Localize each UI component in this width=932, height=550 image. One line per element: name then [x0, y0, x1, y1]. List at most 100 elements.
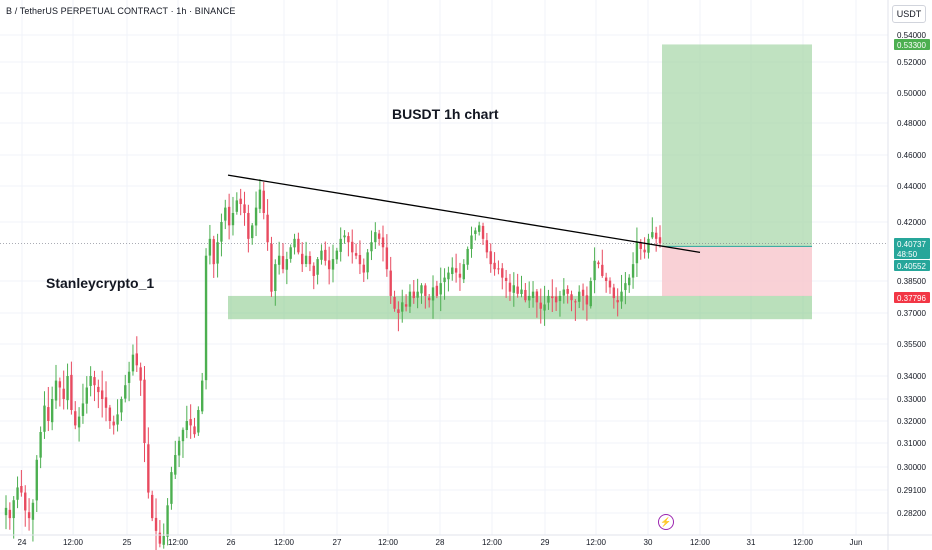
candle-body[interactable] — [35, 459, 38, 501]
candle-body[interactable] — [431, 287, 435, 301]
candle-body[interactable] — [358, 255, 362, 265]
candle-body[interactable] — [204, 255, 208, 381]
candle-body[interactable] — [485, 240, 489, 253]
candle-body[interactable] — [354, 253, 358, 256]
candle-body[interactable] — [158, 532, 162, 544]
candle-body[interactable] — [389, 270, 392, 296]
candle-body[interactable] — [116, 414, 119, 425]
candle-body[interactable] — [528, 295, 531, 301]
candle-body[interactable] — [85, 387, 88, 404]
candle-body[interactable] — [189, 419, 192, 426]
candle-body[interactable] — [162, 536, 165, 545]
candle-body[interactable] — [247, 212, 250, 239]
candle-body[interactable] — [393, 297, 396, 309]
candle-body[interactable] — [24, 492, 27, 511]
candle-body[interactable] — [74, 411, 77, 426]
candle-body[interactable] — [658, 237, 662, 244]
candle-body[interactable] — [581, 289, 585, 296]
candle-body[interactable] — [262, 190, 265, 213]
candle-body[interactable] — [289, 247, 292, 259]
candle-body[interactable] — [277, 255, 281, 265]
currency-selector[interactable]: USDT — [892, 5, 926, 23]
candle-body[interactable] — [50, 399, 54, 423]
candle-body[interactable] — [39, 432, 42, 458]
candle-body[interactable] — [185, 421, 189, 431]
candle-body[interactable] — [89, 376, 92, 386]
candle-body[interactable] — [454, 268, 458, 273]
candle-body[interactable] — [616, 300, 619, 303]
candle-body[interactable] — [347, 236, 350, 243]
candle-body[interactable] — [589, 281, 592, 307]
take-profit-zone[interactable] — [662, 44, 812, 247]
candle-body[interactable] — [16, 487, 19, 500]
candle-body[interactable] — [339, 238, 342, 252]
candle-body[interactable] — [320, 250, 323, 260]
candle-body[interactable] — [239, 198, 242, 204]
candle-body[interactable] — [420, 285, 423, 294]
candle-body[interactable] — [416, 291, 419, 298]
candle-body[interactable] — [551, 296, 554, 299]
candle-body[interactable] — [585, 295, 589, 305]
candle-body[interactable] — [143, 379, 146, 443]
candle-body[interactable] — [424, 285, 427, 296]
candle-body[interactable] — [274, 264, 277, 291]
candle-body[interactable] — [566, 288, 569, 294]
candle-body[interactable] — [562, 289, 566, 296]
candle-body[interactable] — [304, 255, 308, 264]
candle-body[interactable] — [227, 206, 231, 226]
candle-body[interactable] — [385, 247, 389, 270]
candle-body[interactable] — [624, 283, 627, 291]
candle-body[interactable] — [554, 296, 558, 303]
candle-body[interactable] — [435, 285, 439, 296]
candle-body[interactable] — [8, 509, 12, 519]
candle-body[interactable] — [520, 289, 523, 294]
candle-body[interactable] — [43, 405, 46, 432]
candle-body[interactable] — [593, 260, 596, 281]
candle-body[interactable] — [628, 277, 631, 286]
candle-body[interactable] — [81, 403, 85, 416]
candle-body[interactable] — [104, 397, 108, 408]
candle-body[interactable] — [174, 455, 177, 475]
candle-body[interactable] — [266, 214, 269, 243]
candle-body[interactable] — [62, 388, 65, 399]
candle-body[interactable] — [466, 248, 469, 265]
candle-body[interactable] — [531, 291, 535, 298]
candle-body[interactable] — [374, 232, 377, 243]
candle-body[interactable] — [193, 426, 196, 435]
candle-body[interactable] — [154, 517, 158, 531]
candle-body[interactable] — [497, 268, 500, 270]
candle-body[interactable] — [243, 204, 246, 213]
candle-body[interactable] — [408, 291, 412, 307]
candle-body[interactable] — [439, 283, 442, 295]
candle-body[interactable] — [620, 291, 623, 302]
candle-body[interactable] — [401, 302, 404, 312]
candle-body[interactable] — [404, 304, 408, 307]
candle-body[interactable] — [470, 235, 473, 249]
candle-body[interactable] — [251, 225, 254, 239]
candle-body[interactable] — [135, 353, 138, 366]
candle-body[interactable] — [139, 367, 142, 381]
candle-body[interactable] — [558, 295, 562, 302]
candle-body[interactable] — [147, 444, 150, 493]
candle-body[interactable] — [31, 502, 35, 520]
candle-body[interactable] — [458, 273, 462, 278]
candle-body[interactable] — [216, 242, 219, 264]
candle-body[interactable] — [120, 399, 123, 413]
candle-body[interactable] — [504, 277, 508, 281]
candle-body[interactable] — [654, 232, 658, 239]
candle-body[interactable] — [477, 225, 481, 232]
candle-body[interactable] — [281, 256, 285, 270]
candle-body[interactable] — [235, 200, 239, 212]
candle-body[interactable] — [597, 262, 600, 265]
candle-body[interactable] — [397, 309, 400, 313]
candle-body[interactable] — [327, 260, 331, 270]
candle-body[interactable] — [58, 381, 62, 388]
candle-body[interactable] — [427, 297, 431, 301]
candle-body[interactable] — [212, 239, 215, 265]
candle-body[interactable] — [447, 272, 450, 280]
candle-body[interactable] — [177, 440, 181, 456]
candle-body[interactable] — [181, 429, 185, 442]
candle-body[interactable] — [112, 421, 115, 426]
candle-body[interactable] — [601, 264, 604, 276]
